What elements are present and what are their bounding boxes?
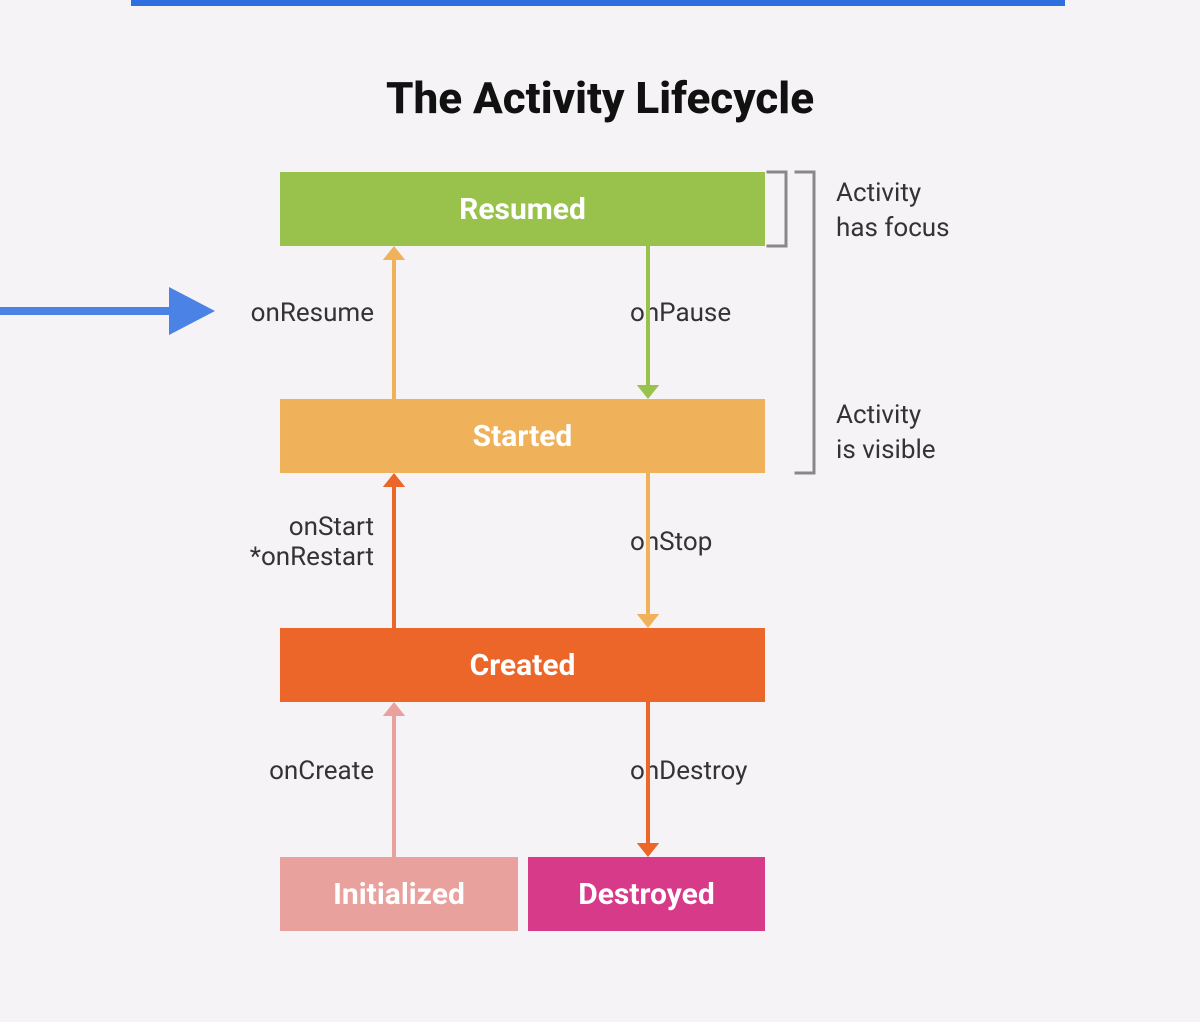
- diagram-title: The Activity Lifecycle: [0, 72, 1200, 124]
- edge-label-onstart: onStart *onRestart: [250, 512, 374, 572]
- bracket-label-visible: Activity is visible: [836, 398, 936, 468]
- state-created: Created: [280, 628, 765, 702]
- state-created-label: Created: [470, 648, 576, 683]
- bracket-label-focus-line1: Activity: [836, 176, 950, 211]
- edge-label-oncreate: onCreate: [269, 756, 374, 786]
- edge-label-onstart-line1: onStart: [250, 512, 374, 542]
- state-destroyed: Destroyed: [528, 857, 765, 931]
- top-accent-line: [131, 0, 1065, 6]
- bracket-label-visible-line1: Activity: [836, 398, 936, 433]
- state-started-label: Started: [473, 419, 573, 454]
- bracket-label-focus-line2: has focus: [836, 211, 950, 246]
- edge-label-ondestroy: onDestroy: [630, 756, 747, 786]
- bracket-label-visible-line2: is visible: [836, 433, 936, 468]
- edge-label-onstop: onStop: [630, 527, 712, 557]
- state-initialized-label: Initialized: [333, 877, 465, 912]
- state-destroyed-label: Destroyed: [578, 877, 715, 912]
- state-resumed: Resumed: [280, 172, 765, 246]
- state-started: Started: [280, 399, 765, 473]
- edge-label-onpause: onPause: [630, 298, 731, 328]
- edge-label-onresume: onResume: [251, 298, 374, 328]
- edge-label-onstart-line2: *onRestart: [250, 542, 374, 572]
- state-initialized: Initialized: [280, 857, 518, 931]
- bracket-label-focus: Activity has focus: [836, 176, 950, 246]
- state-resumed-label: Resumed: [459, 192, 586, 227]
